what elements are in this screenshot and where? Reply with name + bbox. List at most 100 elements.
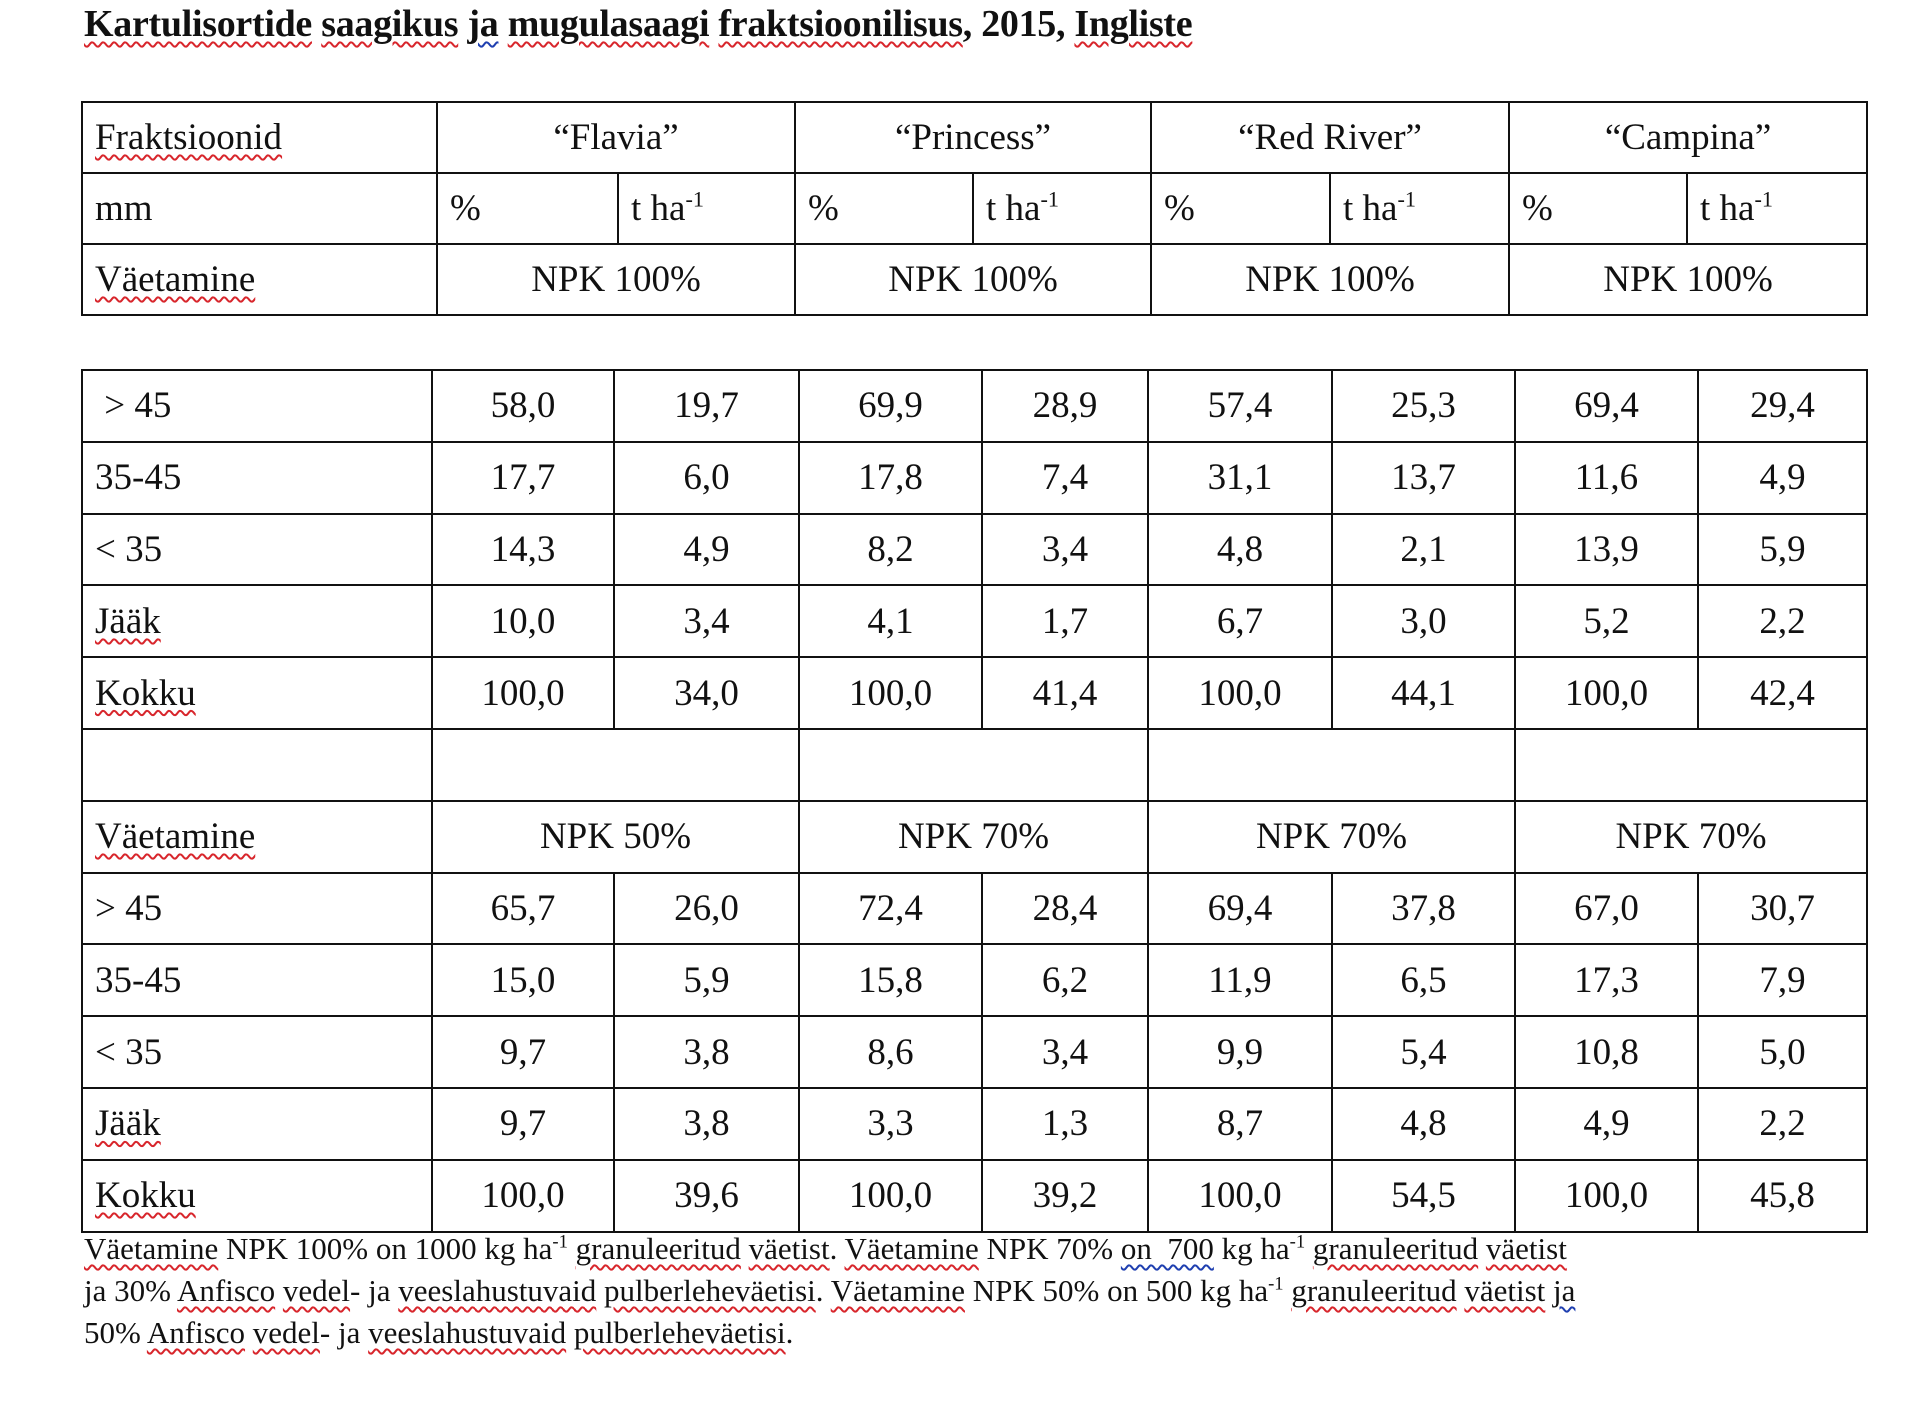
unit-percent: %	[794, 172, 975, 245]
percent-cell: 15,0	[431, 943, 615, 1018]
yield-cell: 28,4	[981, 871, 1149, 946]
percent-cell: 67,0	[1514, 871, 1699, 946]
table-row: < 35 9,7 3,8 8,6 3,4 9,9 5,4 10,8 5,0	[81, 1015, 1868, 1089]
percent-cell: 100,0	[798, 656, 983, 730]
unit-exponent: -1	[685, 186, 704, 212]
percent-cell: 100,0	[431, 1158, 615, 1233]
row-label: Väetamine	[81, 243, 438, 316]
fertilization-value: NPK 100%	[1508, 243, 1869, 316]
yield-cell: 3,8	[613, 1086, 800, 1161]
unit-text: t ha	[1700, 188, 1755, 229]
yield-cell: 6,2	[981, 943, 1149, 1018]
percent-cell: 8,2	[798, 512, 983, 587]
yield-cell: 54,5	[1331, 1158, 1516, 1233]
fn-text: - ja	[350, 1273, 399, 1308]
percent-cell: 69,9	[798, 369, 983, 443]
percent-cell: 6,7	[1147, 584, 1333, 659]
row-label: Jääk	[81, 584, 433, 659]
unit-tonnes: t ha-1	[972, 172, 1153, 245]
fn-text	[1545, 1273, 1553, 1308]
yield-cell: 2,2	[1697, 584, 1868, 659]
footnote: Väetamine NPK 100% on 1000 kg ha-1 granu…	[84, 1228, 1874, 1354]
fn-text	[245, 1315, 253, 1350]
percent-cell: 100,0	[1514, 656, 1699, 730]
table-row: > 45 58,0 19,7 69,9 28,9 57,4 25,3 69,4 29,4	[81, 369, 1868, 443]
empty-cell	[81, 727, 433, 802]
row-label: > 45	[81, 871, 433, 946]
percent-cell: 8,6	[798, 1015, 983, 1089]
yield-cell: 2,2	[1697, 1086, 1868, 1161]
fn-word: väetist	[1464, 1273, 1546, 1308]
fn-word: veeslahustuvaid	[398, 1273, 597, 1308]
fertilization-value: NPK 70%	[798, 799, 1149, 874]
fn-word: väetist	[1485, 1231, 1567, 1266]
fraction-label: Kokku	[95, 672, 196, 714]
fertilization-row: Väetamine NPK 100% NPK 100% NPK 100% NPK…	[81, 243, 1869, 316]
percent-cell: 17,7	[431, 440, 615, 515]
fraction-label: Kokku	[95, 1175, 196, 1217]
unit-text: t ha	[986, 188, 1041, 229]
data-table: > 45 58,0 19,7 69,9 28,9 57,4 25,3 69,4 29,4 35-4…	[81, 369, 1868, 1233]
section-npk-reduced: > 45 65,7 26,0 72,4 28,4 69,4 37,8 67,0 30,7 35-4…	[81, 871, 1868, 1233]
fraction-label: > 45	[95, 887, 163, 929]
fn-word: Anfisco	[177, 1273, 276, 1308]
percent-cell: 69,4	[1514, 369, 1699, 443]
yield-cell: 19,7	[613, 369, 800, 443]
fn-exponent: -1	[1289, 1231, 1306, 1253]
percent-cell: 11,9	[1147, 943, 1333, 1018]
yield-cell: 44,1	[1331, 656, 1516, 730]
fn-text: .	[829, 1231, 845, 1266]
fraction-label: Jääk	[95, 1103, 161, 1145]
percent-cell: 4,8	[1147, 512, 1333, 587]
fertilization-value: NPK 100%	[1150, 243, 1511, 316]
title-text: , 2015,	[962, 3, 1075, 45]
label-vaetamine: Väetamine	[95, 816, 256, 858]
fn-text: kg ha	[1213, 1231, 1290, 1266]
variety-header: “Red River”	[1150, 101, 1511, 174]
percent-cell: 15,8	[798, 943, 983, 1018]
percent-cell: 13,9	[1514, 512, 1699, 587]
row-label: > 45	[81, 369, 433, 443]
footnote-line: 50% Anfisco vedel- ja veeslahustuvaid pu…	[84, 1312, 1874, 1354]
fertilization-row: Väetamine NPK 50% NPK 70% NPK 70% NPK 70…	[81, 799, 1868, 874]
unit-tonnes: t ha-1	[1686, 172, 1869, 245]
percent-cell: 11,6	[1514, 440, 1699, 515]
yield-cell: 37,8	[1331, 871, 1516, 946]
row-label: 35-45	[81, 440, 433, 515]
yield-cell: 42,4	[1697, 656, 1868, 730]
fn-text: NPK 70%	[978, 1231, 1121, 1266]
fn-text: NPK 100% on 1000 kg ha	[218, 1231, 553, 1266]
percent-cell: 9,7	[431, 1086, 615, 1161]
varieties-row: Fraktsioonid “Flavia” “Princess” “Red Ri…	[81, 101, 1869, 174]
yield-cell: 3,4	[981, 1015, 1149, 1089]
fn-word: vedel	[252, 1315, 320, 1350]
percent-cell: 100,0	[1147, 1158, 1333, 1233]
row-label: < 35	[81, 1015, 433, 1089]
title-space	[312, 3, 321, 45]
unit-exponent: -1	[1754, 186, 1773, 212]
percent-cell: 57,4	[1147, 369, 1333, 443]
yield-cell: 3,0	[1331, 584, 1516, 659]
fn-exponent: -1	[1268, 1273, 1284, 1295]
unit-text: t ha	[631, 188, 686, 229]
table-row: > 45 65,7 26,0 72,4 28,4 69,4 37,8 67,0 30,7	[81, 871, 1868, 946]
percent-cell: 17,8	[798, 440, 983, 515]
yield-cell: 5,9	[1697, 512, 1868, 587]
title-space	[498, 3, 507, 45]
yield-cell: 5,4	[1331, 1015, 1516, 1089]
fn-text: NPK 50% on 500 kg ha	[964, 1273, 1269, 1308]
yield-cell: 30,7	[1697, 871, 1868, 946]
fn-word: väetist	[748, 1231, 830, 1266]
percent-cell: 69,4	[1147, 871, 1333, 946]
title-word: ja	[467, 3, 499, 45]
fertilization-value: NPK 50%	[431, 799, 800, 874]
fn-text	[568, 1231, 576, 1266]
fraction-label: 35-45	[95, 959, 182, 1001]
fn-word: pulberleheväetisi	[573, 1315, 786, 1350]
yield-cell: 4,9	[1697, 440, 1868, 515]
table-row: < 35 14,3 4,9 8,2 3,4 4,8 2,1 13,9 5,9	[81, 512, 1868, 587]
percent-cell: 5,2	[1514, 584, 1699, 659]
percent-cell: 10,0	[431, 584, 615, 659]
table-row: 35-45 15,0 5,9 15,8 6,2 11,9 6,5 17,3 7,9	[81, 943, 1868, 1018]
yield-cell: 1,3	[981, 1086, 1149, 1161]
